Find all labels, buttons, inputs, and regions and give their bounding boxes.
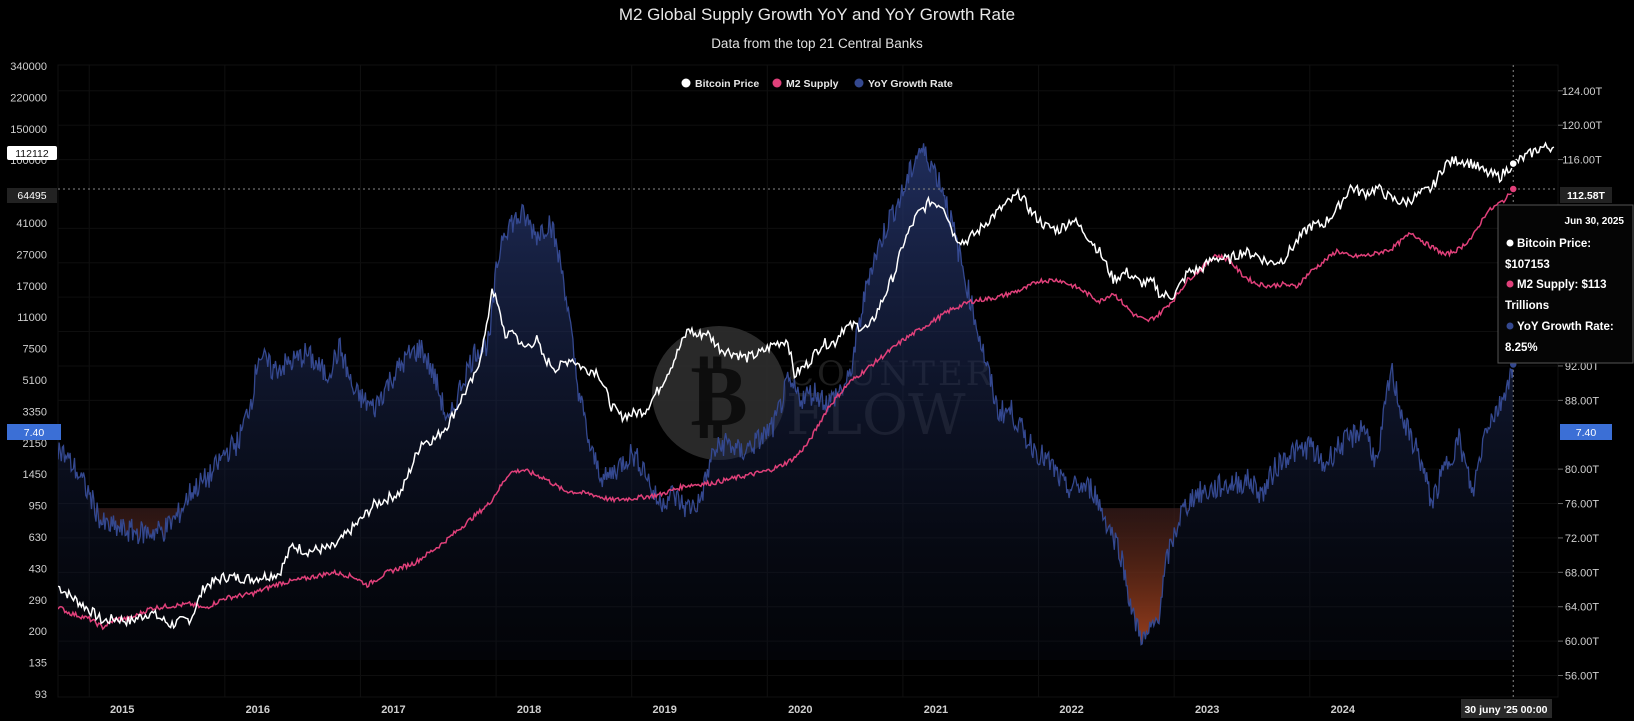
right-tick-label: 72.00T [1565,533,1600,545]
tooltip-m2-marker [1506,280,1514,288]
right-crosshair-badge-text: 112.58T [1567,190,1606,202]
left-tick-label: 93 [35,689,47,701]
tooltip-yoy-value: 8.25% [1505,342,1538,354]
right-yoy-badge-text: 7.40 [1576,427,1597,439]
right-tick-label: 56.00T [1565,671,1600,683]
right-tick-label: 92.00T [1565,361,1600,373]
x-tick-label-2022: 2022 [1059,704,1083,716]
x-tick-label-2019: 2019 [652,704,676,716]
right-tick-label: 80.00T [1565,464,1600,476]
tooltip-bitcoin-label: Bitcoin Price: [1517,238,1591,250]
left-tick-label: 17000 [16,281,47,293]
yoy-growth-line [58,143,1514,646]
x-tick-label-2015: 2015 [110,704,134,716]
legend: Bitcoin Price M2 Supply YoY Growth Rate [681,78,953,90]
left-tick-label: 290 [29,595,47,607]
left-yoy-badge-text: 7.40 [24,427,45,439]
left-tick-label: 220000 [10,92,47,104]
x-tick-label-2023: 2023 [1195,704,1219,716]
left-tick-label: 41000 [16,218,47,230]
legend-yoy[interactable]: YoY Growth Rate [854,78,953,90]
right-tick-label: 60.00T [1565,636,1600,648]
left-tick-label: 200 [29,626,47,638]
m2-supply-line [58,188,1514,631]
tooltip: Jun 30, 2025 Bitcoin Price: $107153 M2 S… [1497,204,1634,364]
left-tick-label: 27000 [16,249,47,261]
left-yoy-badge: 7.40 [7,424,61,440]
left-tick-label: 340000 [10,61,47,73]
left-tick-label: 135 [29,658,47,670]
legend-yoy-label: YoY Growth Rate [868,78,953,90]
chart-subtitle: Data from the top 21 Central Banks [711,36,923,51]
bitcoin-logo-icon [652,326,786,460]
legend-m2[interactable]: M2 Supply [772,78,839,90]
tooltip-bitcoin-marker [1506,239,1514,247]
legend-m2-label: M2 Supply [786,78,839,90]
tooltip-date: Jun 30, 2025 [1565,216,1625,227]
right-yoy-badge: 7.40 [1560,424,1612,440]
x-tick-label-2016: 2016 [246,704,270,716]
x-crosshair-badge-text: 30 juny '25 00:00 [1464,704,1547,716]
right-tick-label: 120.00T [1562,120,1603,132]
left-tick-label: 1450 [23,469,47,481]
tooltip-bitcoin-value: $107153 [1505,259,1550,271]
legend-bitcoin[interactable]: Bitcoin Price [681,78,760,90]
plot-area [57,64,1559,698]
left-tick-label: 150000 [10,124,47,136]
left-tick-label: 3350 [23,406,47,418]
left-tick-label: 950 [29,501,47,513]
right-tick-label: 68.00T [1565,567,1600,579]
right-tick-label: 76.00T [1565,499,1600,511]
m2-hover-dot [1508,184,1518,194]
right-tick-label: 88.00T [1565,395,1600,407]
left-tick-label: 11000 [17,312,47,324]
left-price-badge-text: 112112 [15,148,49,160]
left-tick-label: 430 [29,563,47,575]
tooltip-yoy-marker [1506,322,1514,330]
tooltip-m2-unit: Trillions [1505,300,1549,312]
legend-yoy-marker [854,78,864,88]
legend-bitcoin-label: Bitcoin Price [695,78,759,90]
legend-m2-marker [772,78,782,88]
left-tick-label: 630 [29,532,47,544]
yoy-negative-area [58,508,1514,645]
bitcoin-symbol: ₿ [690,345,747,446]
right-tick-label: 116.00T [1562,155,1602,167]
x-tick-label-2020: 2020 [788,704,812,716]
x-crosshair-badge: 30 juny '25 00:00 [1461,699,1552,718]
left-tick-label: 5100 [23,375,47,387]
tooltip-yoy-label: YoY Growth Rate: [1517,321,1614,333]
tooltip-box [1497,204,1634,364]
left-price-badge: 112112 [7,146,57,160]
tooltip-m2-label: M2 Supply: $113 [1517,279,1606,291]
left-tick-label: 2150 [23,438,47,450]
x-tick-label-2017: 2017 [381,704,405,716]
bitcoin-hover-dot [1508,158,1518,169]
left-crosshair-badge-text: 64495 [17,190,46,202]
x-tick-label-2024: 2024 [1331,704,1356,716]
chart-title: M2 Global Supply Growth YoY and YoY Grow… [619,5,1015,24]
legend-bitcoin-marker [681,78,691,88]
x-tick-label-2018: 2018 [517,704,541,716]
left-tick-label: 7500 [23,344,47,356]
left-crosshair-badge: 64495 [7,188,57,203]
right-crosshair-badge: 112.58T [1560,187,1612,203]
right-tick-label: 64.00T [1565,602,1600,614]
x-axis: 2015 2016 2017 2018 2019 2020 2021 2022 2023 2024 [110,704,1356,716]
right-tick-label: 124.00T [1562,86,1603,98]
bitcoin-price-line [58,141,1555,630]
x-tick-label-2021: 2021 [924,704,948,716]
